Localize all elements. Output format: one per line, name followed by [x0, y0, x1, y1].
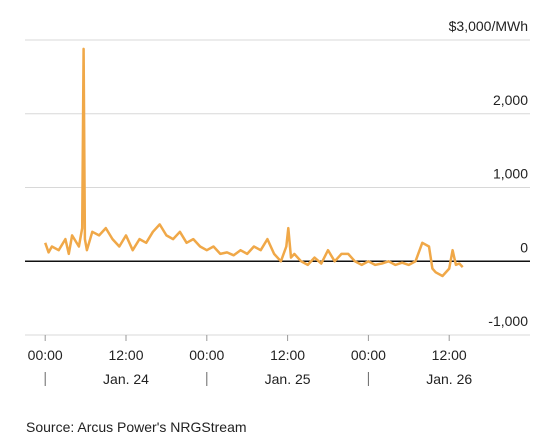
source: Source: Arcus Power's NRGStream	[26, 419, 247, 435]
y-tick-label: 1,000	[493, 166, 528, 182]
x-tick-label: 12:00	[108, 347, 143, 363]
x-tick-label: 00:00	[351, 347, 386, 363]
x-tick-label: 00:00	[28, 347, 63, 363]
y-tick-label: $3,000/MWh	[449, 18, 528, 34]
day-label: Jan. 25	[265, 371, 311, 387]
y-tick-label: -1,000	[488, 313, 528, 329]
y-tick-label: 2,000	[493, 92, 528, 108]
y-tick-label: 0	[520, 239, 528, 255]
day-label: Jan. 24	[103, 371, 149, 387]
x-tick-label: 00:00	[189, 347, 224, 363]
day-label: Jan. 26	[426, 371, 472, 387]
price-line	[44, 47, 464, 278]
x-tick-label: 12:00	[432, 347, 467, 363]
x-tick-label: 12:00	[270, 347, 305, 363]
